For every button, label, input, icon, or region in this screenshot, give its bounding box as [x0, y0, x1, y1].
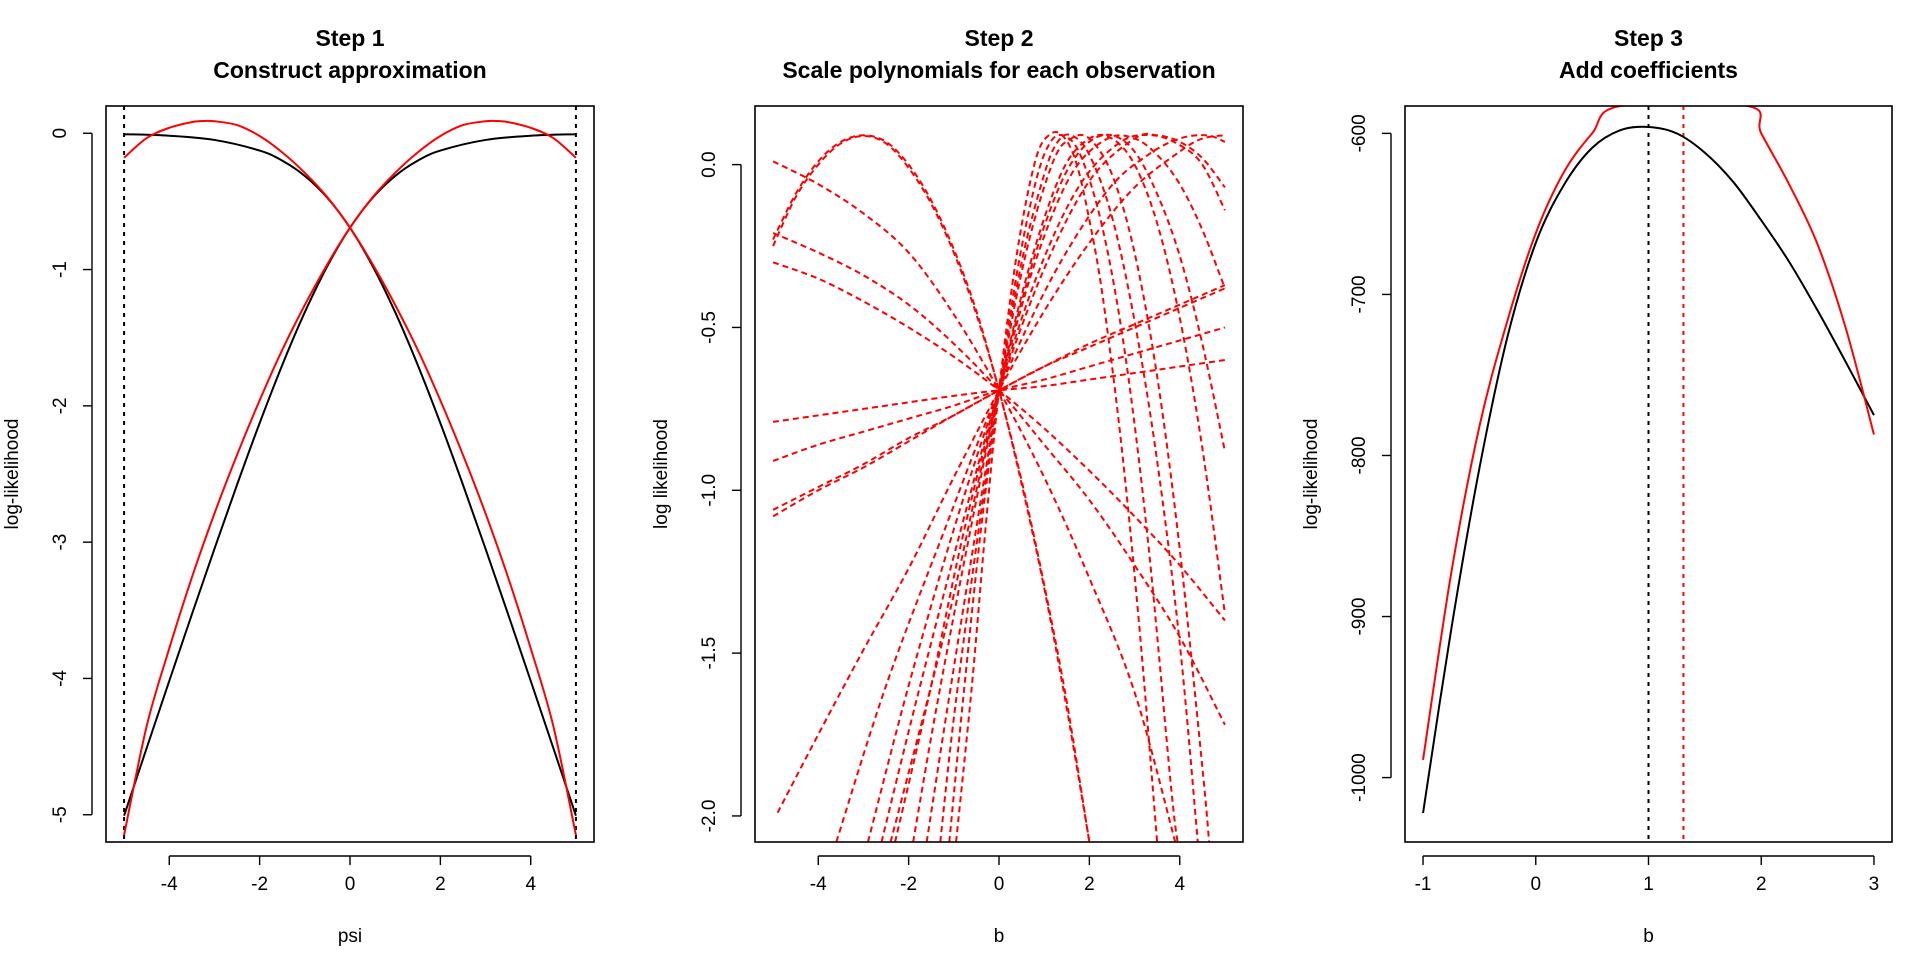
y-axis: 0.0 -0.5 -1.0 -1.5 -2.0 — [699, 151, 742, 833]
x-tick-label: 1 — [1643, 874, 1654, 895]
series-line — [772, 326, 1226, 462]
x-tick-label: 0 — [345, 874, 356, 895]
series-line — [772, 287, 1226, 518]
y-tick-label: -600 — [1349, 114, 1370, 152]
series-line — [889, 133, 1226, 842]
panel-title-line1: Step 1 — [315, 25, 384, 51]
y-tick-label: -1000 — [1349, 753, 1370, 802]
series-line — [772, 284, 1226, 511]
x-tick-label: 2 — [1084, 874, 1095, 895]
panel-title-line1: Step 3 — [1614, 25, 1683, 51]
y-axis-label: log-likelihood — [2, 419, 23, 530]
y-axis-label: log likelihood — [651, 419, 672, 529]
x-axis-label: b — [1643, 926, 1654, 947]
x-axis: -4 -2 0 2 4 — [810, 855, 1185, 895]
y-tick-label: -900 — [1349, 598, 1370, 636]
x-tick-label: 4 — [525, 874, 536, 895]
y-axis: 0 -1 -2 -3 -4 -5 — [50, 128, 93, 823]
y-tick-label: -700 — [1349, 275, 1370, 313]
y-tick-label: 0.0 — [699, 151, 720, 177]
series-line — [880, 133, 1226, 842]
x-tick-label: -2 — [251, 874, 268, 895]
series-line — [894, 134, 1226, 842]
panel-title-line2: Scale polynomials for each observation — [782, 57, 1215, 83]
y-tick-label: -3 — [50, 534, 71, 551]
panel-2: Step 2 Scale polynomials for each observa… — [651, 25, 1244, 947]
series-line — [772, 134, 1091, 842]
plot-area — [772, 131, 1226, 842]
y-tick-label: -1.5 — [699, 637, 720, 670]
x-tick-label: 4 — [1174, 874, 1185, 895]
panel-title-line2: Construct approximation — [213, 57, 486, 83]
series-line — [912, 133, 1226, 842]
panel-1: Step 1 Construct approximation -4 -2 0 2 4 psi 0… — [2, 25, 595, 947]
x-tick-label: 0 — [1530, 874, 1541, 895]
x-axis: -1 0 1 2 3 — [1415, 855, 1880, 895]
panel-title-line2: Add coefficients — [1559, 57, 1738, 83]
plot-area — [123, 106, 577, 842]
series-line — [123, 119, 577, 836]
series-line — [1422, 106, 1875, 761]
series-line — [772, 160, 1177, 842]
x-tick-label: -4 — [810, 874, 827, 895]
x-tick-label: 3 — [1869, 874, 1880, 895]
x-axis: -4 -2 0 2 4 — [161, 855, 536, 895]
series-line — [925, 133, 1211, 842]
plot-area — [1422, 106, 1875, 842]
series-line — [866, 132, 1226, 842]
y-tick-label: -2 — [50, 397, 71, 414]
y-axis-label: log-likelihood — [1301, 419, 1322, 530]
x-axis-label: b — [994, 926, 1005, 947]
x-tick-label: -1 — [1415, 874, 1432, 895]
y-tick-label: -0.5 — [699, 311, 720, 344]
series-line — [955, 131, 1159, 842]
series-line — [772, 261, 1226, 622]
series-line — [772, 134, 1091, 842]
x-tick-label: -2 — [900, 874, 917, 895]
y-tick-label: -800 — [1349, 436, 1370, 474]
panel-3: Step 3 Add coefficients -1 0 1 2 3 b -600 -700 -80… — [1301, 25, 1893, 947]
series-line — [1422, 125, 1875, 814]
x-tick-label: 2 — [435, 874, 446, 895]
y-tick-label: -4 — [50, 670, 71, 687]
panel-title-line1: Step 2 — [964, 25, 1033, 51]
series-line — [123, 133, 576, 817]
y-axis: -600 -700 -800 -900 -1000 — [1349, 114, 1392, 802]
x-tick-label: 2 — [1756, 874, 1767, 895]
y-tick-label: -1 — [50, 261, 71, 278]
series-line — [948, 133, 1179, 842]
plot-frame — [754, 105, 1244, 843]
y-tick-label: -5 — [50, 806, 71, 823]
y-tick-label: 0 — [50, 128, 71, 139]
y-tick-label: -2.0 — [699, 800, 720, 833]
series-line — [123, 119, 577, 836]
x-tick-label: 0 — [994, 874, 1005, 895]
series-line — [124, 133, 577, 817]
x-tick-label: -4 — [161, 874, 178, 895]
series-line — [939, 133, 1199, 842]
x-axis-label: psi — [338, 926, 362, 947]
series-line — [776, 134, 1226, 814]
y-tick-label: -1.0 — [699, 474, 720, 507]
series-line — [835, 134, 1226, 842]
plot-frame — [1404, 105, 1893, 843]
plot-frame — [105, 105, 595, 843]
series-line — [772, 232, 1226, 726]
